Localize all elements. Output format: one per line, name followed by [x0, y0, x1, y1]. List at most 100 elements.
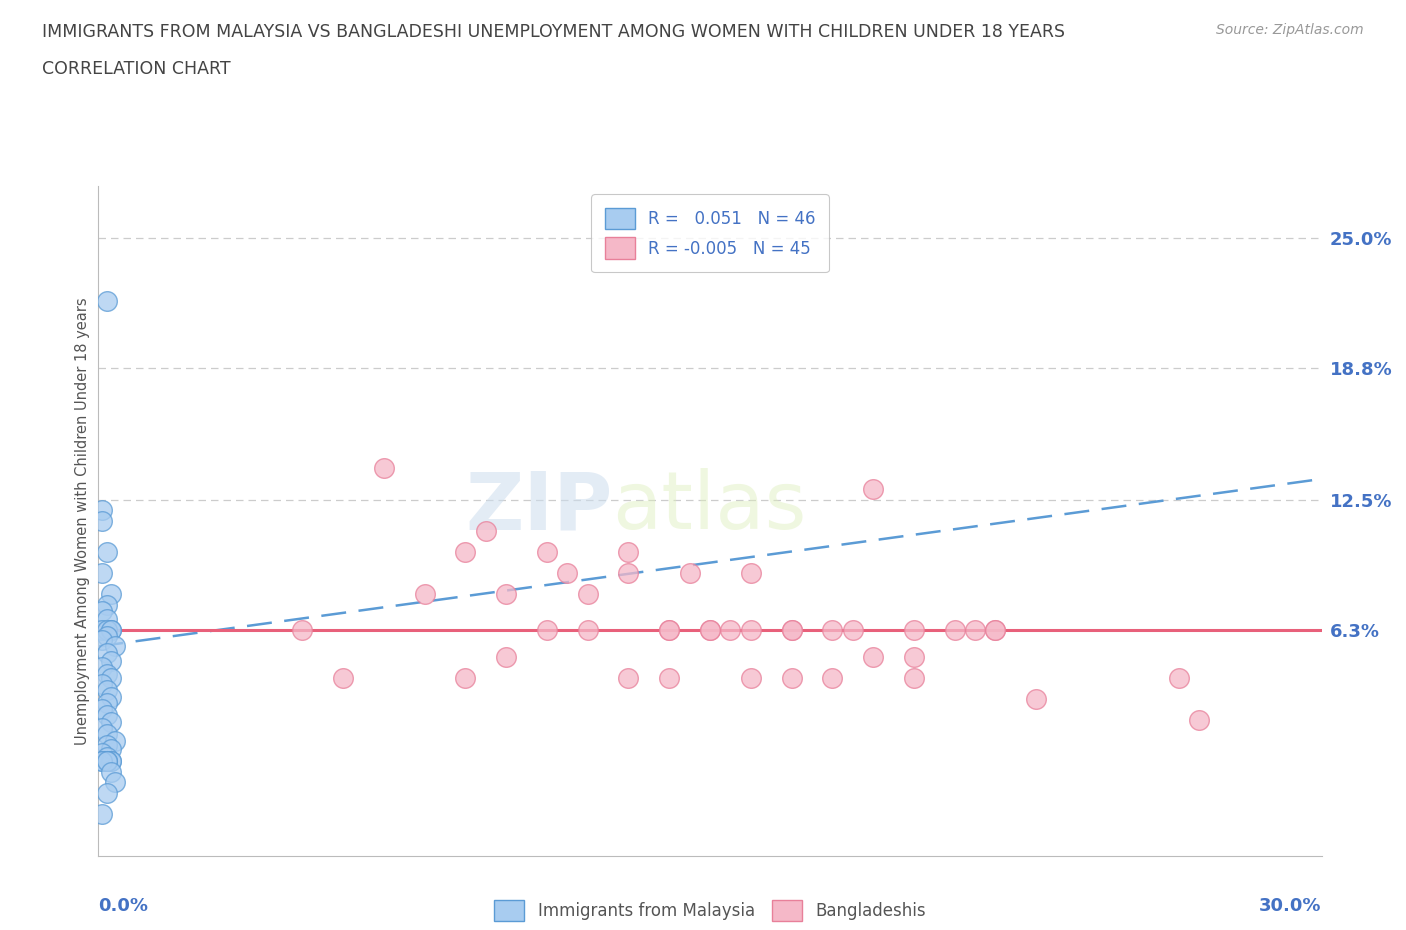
Point [617, 565, 640, 580]
Text: IMMIGRANTS FROM MALAYSIA VS BANGLADESHI UNEMPLOYMENT AMONG WOMEN WITH CHILDREN U: IMMIGRANTS FROM MALAYSIA VS BANGLADESHI … [42, 23, 1066, 41]
Point [474, 524, 498, 538]
Point [291, 622, 314, 637]
Point [100, 622, 122, 637]
Point [740, 622, 762, 637]
Point [862, 649, 884, 664]
Point [658, 622, 681, 637]
Y-axis label: Unemployment Among Women with Children Under 18 years: Unemployment Among Women with Children U… [75, 297, 90, 745]
Point [91, 622, 114, 637]
Point [96, 754, 118, 769]
Point [91, 754, 114, 769]
Point [91, 754, 114, 769]
Point [780, 671, 803, 685]
Point [104, 639, 127, 654]
Point [576, 622, 599, 637]
Point [91, 702, 114, 717]
Point [495, 587, 517, 602]
Point [91, 604, 114, 618]
Point [100, 764, 122, 779]
Point [104, 733, 127, 748]
Point [373, 461, 395, 476]
Text: CORRELATION CHART: CORRELATION CHART [42, 60, 231, 78]
Point [576, 587, 599, 602]
Point [91, 677, 114, 692]
Point [903, 649, 925, 664]
Text: ZIP: ZIP [465, 469, 612, 547]
Point [91, 721, 114, 736]
Point [100, 754, 122, 769]
Point [413, 587, 436, 602]
Point [658, 622, 681, 637]
Point [1025, 691, 1047, 706]
Point [96, 754, 118, 769]
Point [557, 565, 579, 580]
Point [1188, 712, 1211, 727]
Point [536, 545, 558, 560]
Point [100, 714, 122, 729]
Point [943, 622, 966, 637]
Point [454, 671, 477, 685]
Legend: Immigrants from Malaysia, Bangladeshis: Immigrants from Malaysia, Bangladeshis [488, 893, 932, 927]
Point [96, 708, 118, 723]
Point [617, 545, 640, 560]
Point [100, 654, 122, 669]
Text: 0.0%: 0.0% [98, 897, 149, 915]
Point [699, 622, 721, 637]
Point [699, 622, 721, 637]
Point [100, 671, 122, 685]
Point [96, 754, 118, 769]
Point [96, 696, 118, 711]
Point [91, 806, 114, 821]
Point [96, 750, 118, 764]
Point [780, 622, 803, 637]
Point [96, 597, 118, 612]
Point [740, 671, 762, 685]
Point [454, 545, 477, 560]
Point [100, 622, 122, 637]
Point [821, 671, 844, 685]
Point [862, 482, 884, 497]
Point [617, 671, 640, 685]
Point [740, 565, 762, 580]
Point [96, 629, 118, 644]
Point [100, 689, 122, 704]
Point [96, 612, 118, 627]
Text: Source: ZipAtlas.com: Source: ZipAtlas.com [1216, 23, 1364, 37]
Point [821, 622, 844, 637]
Point [96, 785, 118, 800]
Point [96, 683, 118, 698]
Point [100, 741, 122, 756]
Point [100, 754, 122, 769]
Point [100, 587, 122, 602]
Point [903, 671, 925, 685]
Point [984, 622, 1007, 637]
Point [903, 622, 925, 637]
Point [91, 503, 114, 518]
Point [91, 746, 114, 761]
Point [91, 660, 114, 675]
Point [984, 622, 1007, 637]
Point [96, 666, 118, 681]
Point [536, 622, 558, 637]
Point [965, 622, 987, 637]
Point [91, 513, 114, 528]
Point [679, 565, 702, 580]
Point [96, 545, 118, 560]
Point [96, 737, 118, 752]
Point [1167, 671, 1189, 685]
Point [332, 671, 354, 685]
Point [780, 622, 803, 637]
Text: atlas: atlas [612, 469, 807, 547]
Point [720, 622, 742, 637]
Point [841, 622, 863, 637]
Point [495, 649, 517, 664]
Point [91, 565, 114, 580]
Point [658, 671, 681, 685]
Point [96, 727, 118, 742]
Point [91, 632, 114, 647]
Point [96, 645, 118, 660]
Point [96, 622, 118, 637]
Text: 30.0%: 30.0% [1260, 897, 1322, 915]
Point [96, 294, 118, 309]
Point [104, 775, 127, 790]
